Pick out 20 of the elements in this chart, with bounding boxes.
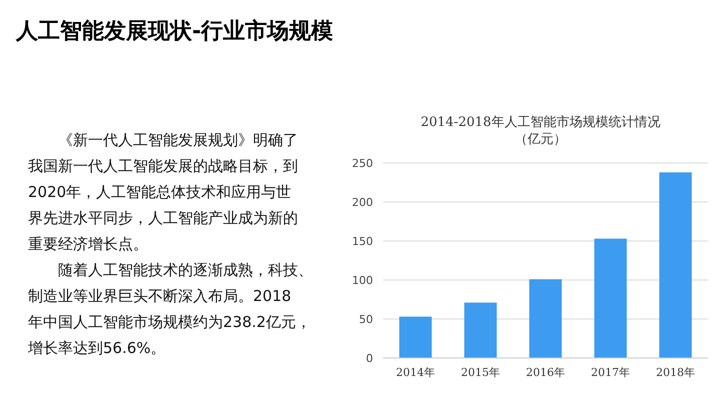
y-tick-label: 100 xyxy=(352,274,373,287)
bar xyxy=(594,238,627,358)
text: 《新一代人工智能发展规划》明确了我国新一代人工智能发展的战略目标，到2020年，人工智能总体技术和应用与世界先进水平同步，人工智能产业成为新的重要经济增长点。 xyxy=(28,131,298,253)
chart-title: 2014-2018年人工智能市场规模统计情况（亿元） xyxy=(420,115,660,147)
x-tick-label: 2016年 xyxy=(526,366,565,379)
x-tick-label: 2018年 xyxy=(656,366,695,379)
x-tick-label: 2015年 xyxy=(461,366,500,379)
y-tick-label: 150 xyxy=(352,234,373,248)
bar xyxy=(529,279,562,358)
text: 人工智能发展现状-行业市场规模 xyxy=(15,18,334,44)
x-tick-label: 2014年 xyxy=(396,366,435,379)
y-tick-label: 0 xyxy=(366,352,373,365)
y-tick-label: 200 xyxy=(352,196,373,209)
y-tick-label: 50 xyxy=(359,312,373,326)
bar xyxy=(659,172,692,358)
text: 随着人工智能技术的逐渐成熟，科技、制造业等业界巨头不断深入布局。2018年中国人工智能市场规模约为238.2亿元，增长率达到56.6%。 xyxy=(27,261,313,357)
y-tick-label: 250 xyxy=(352,156,373,170)
x-tick-label: 2017年 xyxy=(591,366,630,379)
bar xyxy=(464,302,497,358)
bar xyxy=(399,316,432,358)
